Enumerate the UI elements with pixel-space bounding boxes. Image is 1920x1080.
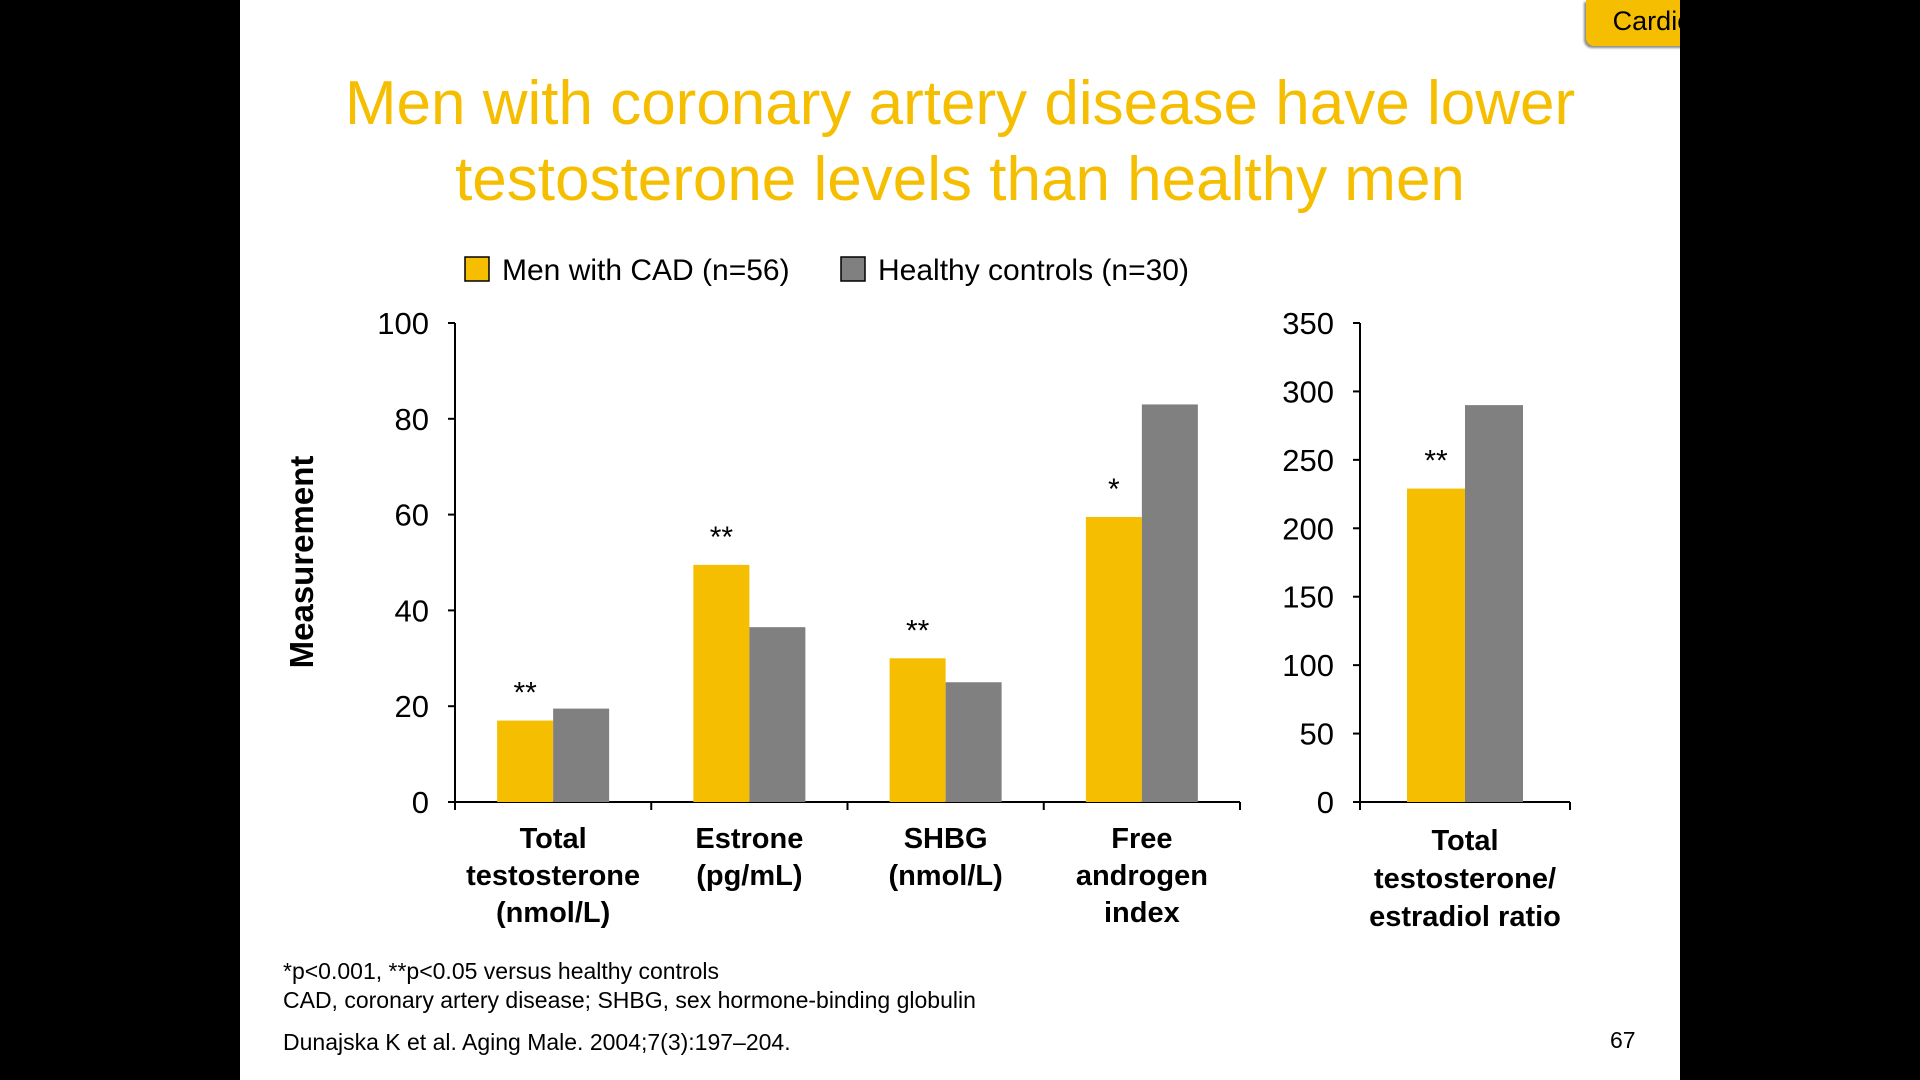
- slide-title-line-2: testosterone levels than healthy men: [455, 145, 1465, 214]
- left-bar-controls: [945, 682, 1002, 802]
- slide: Cardiovascular disease Men with coronary…: [240, 0, 1680, 1080]
- left-significance-marker: **: [513, 677, 537, 710]
- right-y-tick-label: 200: [1282, 511, 1334, 546]
- slide-title: Men with coronary artery disease have lo…: [240, 66, 1680, 218]
- left-bar-cad: [889, 658, 946, 802]
- right-y-tick-label: 0: [1317, 785, 1334, 820]
- section-tag: Cardiovascular disease: [1586, 0, 1680, 46]
- left-category-label: (pg/mL): [696, 860, 802, 892]
- right-category-label: Total: [1431, 825, 1498, 857]
- slide-title-line-1: Men with coronary artery disease have lo…: [344, 69, 1576, 138]
- legend-label-cad: Men with CAD (n=56): [502, 254, 790, 287]
- left-y-tick-label: 80: [395, 402, 429, 437]
- legend-swatch-cad: [464, 256, 490, 282]
- left-significance-marker: **: [710, 521, 734, 554]
- hormone-bar-charts: 0 20 40 60 80 100 ** Total testosterone (nmol/L) *…: [283, 254, 1571, 933]
- y-axis-title: Measurement: [283, 456, 320, 669]
- left-significance-marker: *: [1108, 473, 1120, 506]
- right-y-tick-label: 150: [1282, 580, 1334, 615]
- footnote-reference: Dunajska K et al. Aging Male. 2004;7(3):…: [283, 1029, 791, 1055]
- left-y-tick-label: 0: [412, 785, 429, 820]
- left-category-label: (nmol/L): [888, 860, 1002, 892]
- right-y-tick-label: 50: [1300, 717, 1334, 752]
- left-bar-cad: [1085, 516, 1142, 802]
- left-category-label: Free: [1111, 823, 1172, 855]
- right-significance-marker: **: [1424, 445, 1448, 478]
- left-category-label: androgen: [1076, 860, 1208, 892]
- right-y-tick-label: 350: [1282, 306, 1334, 341]
- right-y-tick-label: 250: [1282, 443, 1334, 478]
- left-bar-cad: [497, 720, 554, 802]
- left-y-tick-label: 40: [395, 593, 429, 628]
- left-category-label: Total: [520, 823, 587, 855]
- legend-label-controls: Healthy controls (n=30): [878, 254, 1189, 287]
- left-bar-controls: [749, 627, 806, 802]
- left-bar-cad: [693, 564, 750, 802]
- left-y-tick-label: 100: [377, 306, 429, 341]
- page-number: 67: [1610, 1027, 1636, 1053]
- left-category-label: testosterone: [466, 860, 640, 892]
- legend-swatch-controls: [840, 256, 866, 282]
- left-y-tick-label: 20: [395, 689, 429, 724]
- right-bar-controls: [1465, 405, 1523, 802]
- left-category-label: SHBG: [904, 823, 988, 855]
- left-category-label: Estrone: [695, 823, 803, 855]
- right-category-label: testosterone/: [1374, 863, 1556, 895]
- right-bar-cad: [1407, 488, 1465, 802]
- left-category-label: (nmol/L): [496, 897, 610, 929]
- left-category-label: index: [1104, 897, 1180, 929]
- footnote-significance: *p<0.001, **p<0.05 versus healthy contro…: [283, 958, 720, 984]
- left-bar-controls: [1141, 404, 1198, 802]
- right-y-tick-label: 300: [1282, 374, 1334, 409]
- left-significance-marker: **: [906, 614, 930, 647]
- left-bar-controls: [553, 708, 610, 802]
- left-y-tick-label: 60: [395, 498, 429, 533]
- footnote-abbreviations: CAD, coronary artery disease; SHBG, sex …: [283, 987, 976, 1013]
- right-category-label: estradiol ratio: [1369, 901, 1561, 933]
- right-y-tick-label: 100: [1282, 648, 1334, 683]
